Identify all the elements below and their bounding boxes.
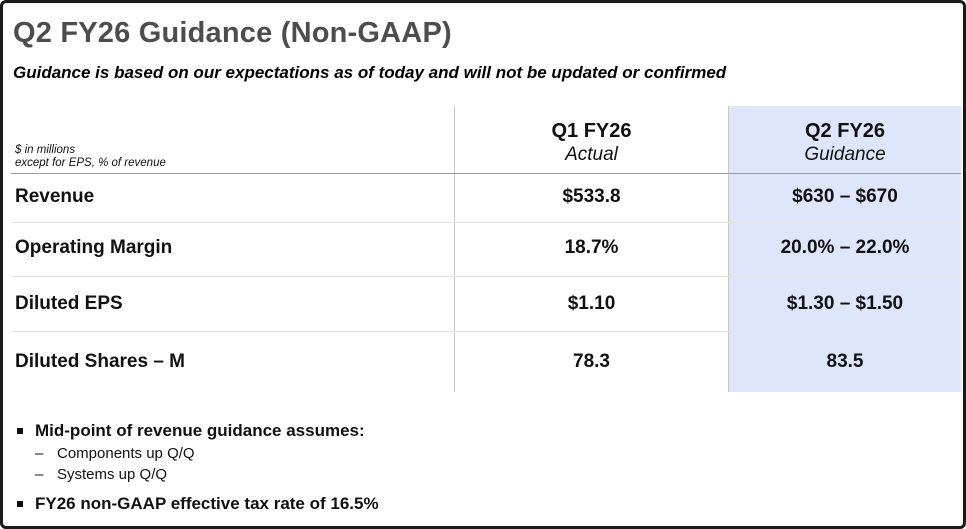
cell-diluted-eps-q1: $1.10 — [567, 293, 616, 314]
column-header-q1-period: Q1 FY26 — [551, 120, 632, 142]
cell-diluted-shares-q1: 78.3 — [573, 351, 610, 372]
square-bullet-icon — [17, 428, 23, 434]
column-header-q1-type: Actual — [565, 144, 618, 165]
cell-operating-margin-q1: 18.7% — [564, 237, 619, 258]
cell-diluted-shares-q2: 83.5 — [826, 351, 864, 372]
square-bullet-icon — [17, 501, 23, 507]
cell-revenue-q1: $533.8 — [562, 186, 621, 207]
column-divider-1 — [454, 106, 455, 392]
column-header-q2-type: Guidance — [804, 144, 886, 165]
units-note-line-1: $ in millions — [15, 144, 76, 156]
dash-bullet-icon: – — [35, 445, 44, 462]
row-label-diluted-eps: Diluted EPS — [15, 293, 123, 314]
guidance-column-highlight — [728, 106, 961, 392]
row-label-revenue: Revenue — [15, 186, 95, 207]
column-header-q1: Q1 FY26 Actual — [455, 119, 728, 167]
header-separator — [11, 173, 961, 174]
units-note-line-2: except for EPS, % of revenue — [15, 157, 166, 169]
cell-operating-margin-q2: 20.0% – 22.0% — [780, 237, 910, 258]
row-separator-1 — [11, 222, 961, 223]
row-separator-2 — [11, 276, 961, 277]
row-separator-3 — [11, 331, 961, 332]
notes-section: Mid-point of revenue guidance assumes: –… — [15, 421, 379, 514]
note-bullet-text: Mid-point of revenue guidance assumes: — [35, 421, 365, 440]
note-sub-item-text: Systems up Q/Q — [57, 466, 168, 483]
note-sub-item-systems: – Systems up Q/Q — [35, 466, 379, 483]
slide-subtitle: Guidance is based on our expectations as… — [13, 63, 727, 82]
column-header-q2-period: Q2 FY26 — [804, 120, 886, 142]
cell-revenue-q2: $630 – $670 — [792, 186, 898, 207]
note-bullet-text: FY26 non-GAAP effective tax rate of 16.5… — [35, 494, 379, 513]
row-label-operating-margin: Operating Margin — [15, 237, 173, 258]
column-divider-2 — [728, 106, 729, 392]
slide-title: Q2 FY26 Guidance (Non-GAAP) — [13, 17, 452, 49]
note-bullet-tax-rate: FY26 non-GAAP effective tax rate of 16.5… — [15, 494, 379, 514]
note-bullet-revenue-guidance: Mid-point of revenue guidance assumes: — [15, 421, 379, 441]
column-header-q2: Q2 FY26 Guidance — [729, 119, 961, 167]
units-note: $ in millions except for EPS, % of reven… — [15, 144, 166, 170]
cell-diluted-eps-q2: $1.30 – $1.50 — [786, 293, 904, 314]
row-label-diluted-shares: Diluted Shares – M — [15, 351, 185, 372]
note-sub-item-text: Components up Q/Q — [57, 445, 195, 462]
note-sub-item-components: – Components up Q/Q — [35, 445, 379, 462]
dash-bullet-icon: – — [35, 466, 44, 483]
